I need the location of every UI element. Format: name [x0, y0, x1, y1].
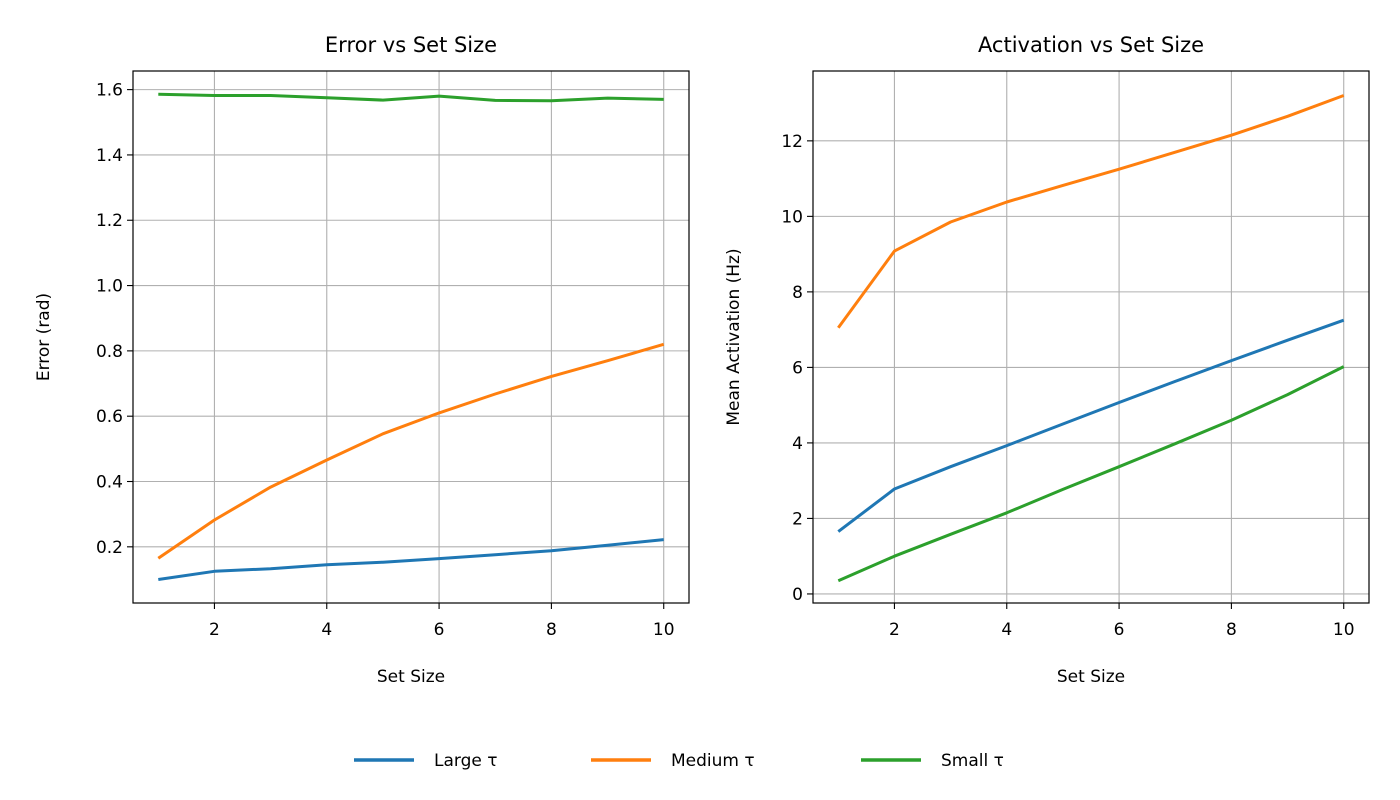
axis-ticks: 2 4 6 8 10 0.2 0.4 0.6 0.8 1.0 1.2 1.4 1.6 — [96, 81, 675, 640]
x-axis-label: Set Size — [377, 667, 445, 687]
x-tick-label: 8 — [546, 620, 557, 640]
plot-frame — [132, 70, 690, 604]
x-tick-label: 2 — [889, 620, 900, 640]
y-tick-label: 2 — [792, 509, 803, 529]
y-tick-label: 0.2 — [96, 538, 123, 558]
series-line-small — [837, 365, 1345, 583]
x-axis-label: Set Size — [1057, 667, 1125, 687]
x-tick-label: 4 — [321, 620, 332, 640]
y-tick-label: 1.0 — [96, 277, 123, 297]
y-tick-label: 0.8 — [96, 342, 123, 362]
y-tick-label: 4 — [792, 434, 803, 454]
series-line-small — [158, 92, 664, 103]
legend-label-large: Large τ — [434, 751, 497, 771]
y-tick-label: 10 — [781, 207, 803, 227]
grid — [133, 71, 689, 603]
series-line-medium — [837, 94, 1345, 329]
legend: Large τ Medium τ Small τ — [354, 751, 1004, 771]
axis-ticks: 2 4 6 8 10 0 2 4 6 8 10 12 — [781, 132, 1354, 640]
y-tick-label: 1.2 — [96, 211, 123, 231]
chart-title: Activation vs Set Size — [978, 33, 1204, 57]
chart-error-vs-set-size: Error vs Set Size 2 4 6 8 10 0.2 0.4 0.6 0.8 1.0 1… — [34, 33, 690, 687]
series-lines — [157, 92, 665, 581]
y-tick-label: 12 — [781, 132, 803, 152]
grid — [813, 71, 1369, 603]
series-line-large — [837, 318, 1345, 533]
series-lines — [837, 94, 1345, 583]
y-tick-label: 8 — [792, 283, 803, 303]
x-tick-label: 6 — [1114, 620, 1125, 640]
x-tick-label: 8 — [1226, 620, 1237, 640]
x-tick-label: 10 — [653, 620, 675, 640]
y-axis-label: Error (rad) — [34, 293, 54, 381]
legend-label-small: Small τ — [941, 751, 1004, 771]
y-tick-label: 6 — [792, 358, 803, 378]
y-tick-label: 0.6 — [96, 407, 123, 427]
legend-label-medium: Medium τ — [671, 751, 755, 771]
y-tick-label: 0 — [792, 585, 803, 605]
y-tick-label: 0.4 — [96, 473, 123, 493]
y-axis-label: Mean Activation (Hz) — [724, 248, 744, 425]
x-tick-label: 6 — [434, 620, 445, 640]
chart-activation-vs-set-size: Activation vs Set Size 2 4 6 8 10 0 2 4 6 8 10 12 S… — [724, 33, 1370, 687]
x-tick-label: 4 — [1001, 620, 1012, 640]
series-line-medium — [157, 342, 665, 560]
x-tick-label: 10 — [1333, 620, 1355, 640]
series-line-large — [158, 538, 664, 581]
plot-frame — [812, 70, 1370, 604]
x-tick-label: 2 — [209, 620, 220, 640]
y-tick-label: 1.4 — [96, 146, 123, 166]
chart-title: Error vs Set Size — [325, 33, 497, 57]
y-tick-label: 1.6 — [96, 81, 123, 101]
